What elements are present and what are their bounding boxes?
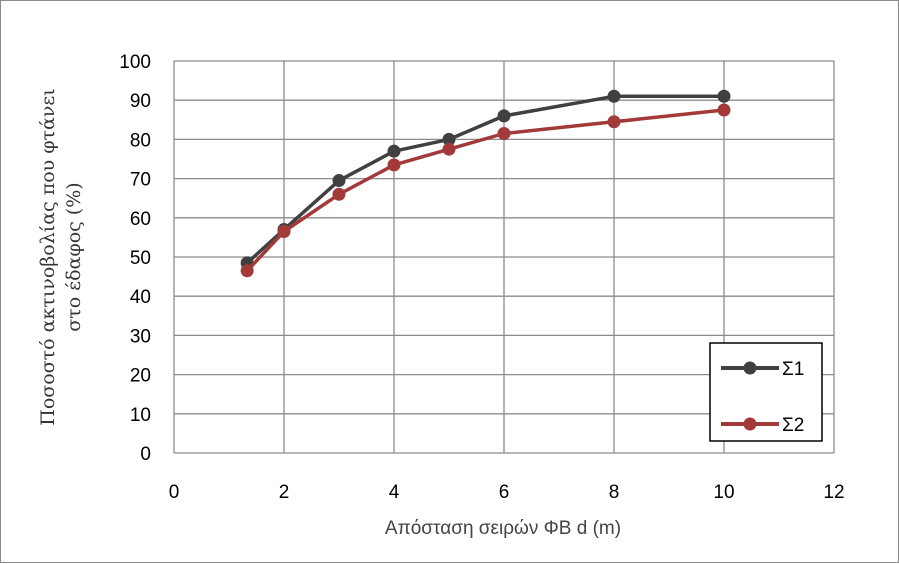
x-tick-label-10: 10 xyxy=(713,482,734,503)
legend-box xyxy=(709,342,823,442)
data-point-s1-3 xyxy=(332,174,346,188)
y-tick-label-30: 30 xyxy=(130,326,151,347)
data-point-s2-7 xyxy=(607,115,621,129)
x-axis-ticks: 0 2 4 6 8 10 12 xyxy=(169,482,845,503)
legend-marker-s2 xyxy=(743,417,757,431)
data-point-s1-7 xyxy=(607,89,621,103)
data-point-s2-8 xyxy=(717,103,731,117)
y-tick-label-20: 20 xyxy=(130,366,151,387)
y-tick-label-100: 100 xyxy=(119,52,151,73)
legend-label-s2: Σ2 xyxy=(782,415,804,436)
y-tick-label-90: 90 xyxy=(130,91,151,112)
data-point-s1-5 xyxy=(442,132,456,146)
y-axis-ticks: 0 10 20 30 40 50 60 70 80 90 100 xyxy=(119,52,151,465)
data-point-s2-5 xyxy=(442,142,456,156)
data-point-s2-1 xyxy=(240,264,254,278)
y-tick-label-70: 70 xyxy=(130,170,151,191)
data-point-s1-6 xyxy=(497,109,511,123)
data-point-s2-2 xyxy=(277,225,291,239)
x-tick-label-2: 2 xyxy=(279,482,290,503)
y-tick-label-80: 80 xyxy=(130,130,151,151)
y-tick-label-0: 0 xyxy=(140,444,151,465)
y-tick-label-10: 10 xyxy=(130,405,151,426)
legend-marker-s1 xyxy=(743,361,757,375)
x-axis-label: Απόσταση σειρών ΦΒ d (m) xyxy=(385,518,621,539)
y-tick-label-60: 60 xyxy=(130,209,151,230)
grid xyxy=(173,60,835,454)
y-axis-label: Ποσοστό ακτινοβολίας που φτάνει στο έδαφ… xyxy=(37,88,85,425)
series-2 xyxy=(240,103,731,278)
series-line-2 xyxy=(245,108,725,272)
x-tick-label-8: 8 xyxy=(609,482,620,503)
y-tick-label-40: 40 xyxy=(130,287,151,308)
data-point-s1-8 xyxy=(717,89,731,103)
series-line-1 xyxy=(246,94,724,265)
x-tick-label-0: 0 xyxy=(169,482,180,503)
y-tick-label-50: 50 xyxy=(130,248,151,269)
data-point-s2-6 xyxy=(497,127,511,141)
x-tick-label-12: 12 xyxy=(823,482,844,503)
legend-label-s1: Σ1 xyxy=(782,359,804,380)
legend: Σ1 Σ2 xyxy=(709,342,823,442)
y-axis-label-line-2: στο έδαφος (%) xyxy=(63,182,85,331)
y-axis-label-line-1: Ποσοστό ακτινοβολίας που φτάνει xyxy=(37,88,59,425)
x-tick-label-6: 6 xyxy=(499,482,510,503)
data-point-s2-4 xyxy=(387,158,401,172)
data-point-s2-3 xyxy=(332,187,346,201)
x-tick-label-4: 4 xyxy=(389,482,400,503)
data-point-s1-4 xyxy=(387,144,401,158)
series-lines xyxy=(240,89,731,278)
